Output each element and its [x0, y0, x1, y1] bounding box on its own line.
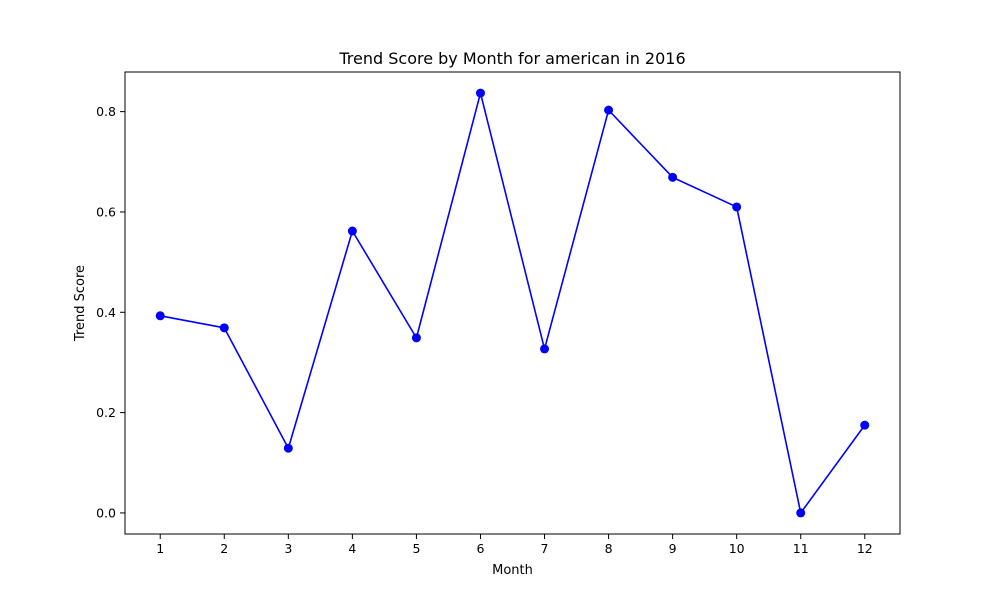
data-point-month-12 [860, 420, 870, 430]
y-tick-label: 0.2 [96, 405, 116, 420]
x-tick-label: 10 [729, 541, 745, 556]
plot-frame [124, 71, 901, 535]
x-tick-label: 3 [284, 541, 292, 556]
x-axis-label: Month [492, 563, 533, 578]
data-point-month-7 [540, 344, 550, 354]
data-point-month-2 [219, 323, 229, 333]
x-tick-label: 7 [541, 541, 549, 556]
y-axis-label: Trend Score [73, 265, 88, 342]
x-tick-label: 5 [412, 541, 420, 556]
x-tick-label: 6 [476, 541, 484, 556]
y-tick-label: 0.0 [96, 505, 116, 520]
x-tick-label: 8 [605, 541, 613, 556]
data-point-month-10 [732, 202, 742, 212]
chart-title: Trend Score by Month for american in 201… [338, 49, 685, 68]
data-point-month-1 [155, 311, 165, 321]
x-tick-label: 4 [348, 541, 356, 556]
y-tick-label: 0.8 [96, 104, 116, 119]
data-point-month-6 [475, 88, 485, 98]
y-tick-label: 0.6 [96, 204, 116, 219]
x-axis: 1 2 3 4 5 6 7 8 9 10 11 12 [156, 534, 873, 556]
x-tick-label: 1 [156, 541, 164, 556]
data-point-month-11 [796, 508, 806, 518]
x-tick-label: 2 [220, 541, 228, 556]
x-tick-label: 9 [669, 541, 677, 556]
x-tick-label: 11 [793, 541, 809, 556]
data-point-month-8 [604, 105, 614, 115]
data-point-month-5 [411, 333, 421, 343]
x-tick-label: 12 [857, 541, 873, 556]
y-tick-label: 0.4 [96, 305, 116, 320]
y-axis: 0.0 0.2 0.4 0.6 0.8 [96, 104, 125, 520]
series-line [160, 92, 866, 514]
data-point-month-4 [347, 226, 357, 236]
data-point-month-3 [283, 443, 293, 453]
data-point-month-9 [668, 172, 678, 182]
